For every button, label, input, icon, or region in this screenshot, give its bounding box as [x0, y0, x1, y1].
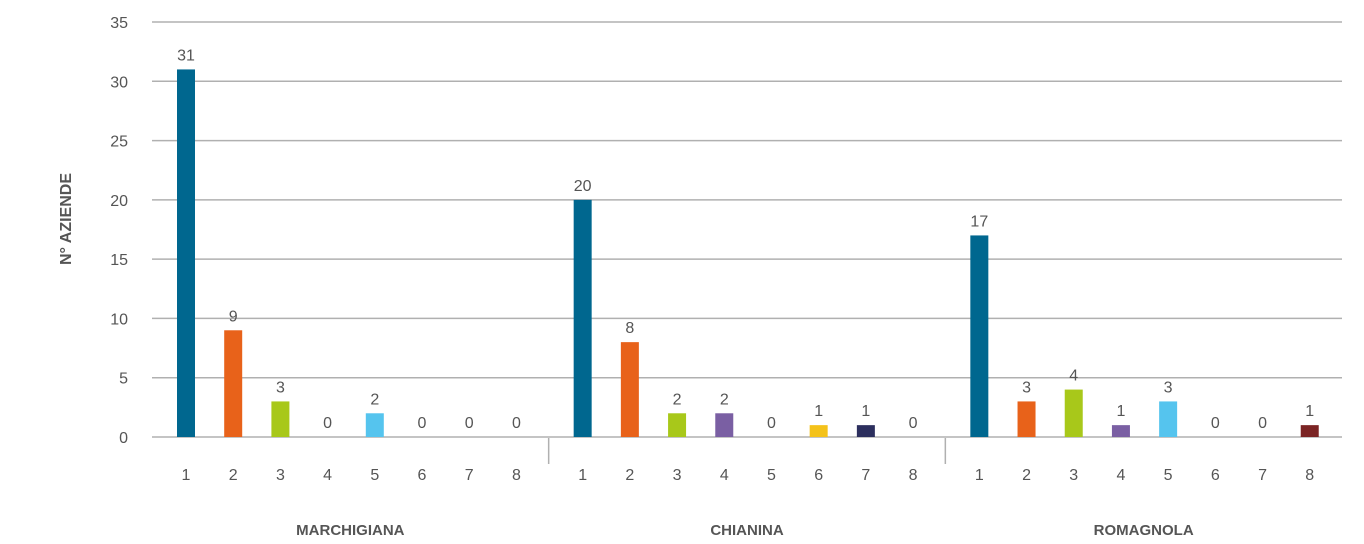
- data-label: 1: [814, 403, 823, 420]
- x-tick-label: 5: [767, 467, 776, 484]
- data-label: 0: [909, 415, 918, 432]
- group-labels: MARCHIGIANA CHIANINA ROMAGNOLA: [296, 522, 1194, 539]
- y-tick-label: 35: [110, 15, 128, 32]
- data-label: 9: [229, 308, 238, 325]
- x-tick-label: 6: [1211, 467, 1220, 484]
- x-tick-label: 4: [1116, 467, 1125, 484]
- data-label: 0: [767, 415, 776, 432]
- bar: [1300, 425, 1319, 437]
- x-tick-label: 6: [814, 467, 823, 484]
- bar: [1111, 425, 1130, 437]
- y-tick-label: 10: [110, 311, 128, 328]
- y-axis-ticks: 0 5 10 15 20 25 30 35: [110, 15, 128, 447]
- x-tick-label: 5: [370, 467, 379, 484]
- x-tick-label: 3: [1069, 467, 1078, 484]
- x-tick-label: 2: [625, 467, 634, 484]
- x-tick-label: 3: [276, 467, 285, 484]
- y-axis-label: N° AZIENDE: [58, 173, 75, 265]
- data-label: 3: [276, 379, 285, 396]
- bar: [620, 342, 639, 437]
- bar: [668, 413, 687, 437]
- y-tick-label: 0: [119, 430, 128, 447]
- bar: [1017, 401, 1036, 437]
- bar: [224, 330, 243, 437]
- data-label: 2: [370, 391, 379, 408]
- bar: [177, 69, 195, 437]
- data-label: 2: [673, 391, 682, 408]
- bar: [365, 413, 384, 437]
- x-tick-label: 6: [418, 467, 427, 484]
- data-label: 20: [574, 178, 592, 195]
- y-tick-label: 30: [110, 74, 128, 91]
- data-label: 1: [1305, 403, 1314, 420]
- bar: [271, 401, 290, 437]
- x-tick-label: 7: [465, 467, 474, 484]
- data-label: 2: [720, 391, 729, 408]
- x-tick-label: 8: [1305, 467, 1314, 484]
- data-label: 1: [1116, 403, 1125, 420]
- data-label: 0: [1211, 415, 1220, 432]
- group-label: MARCHIGIANA: [296, 522, 404, 539]
- bar: [970, 235, 989, 437]
- x-tick-label: 2: [1022, 467, 1031, 484]
- bars: [177, 69, 1319, 437]
- x-tick-label: 1: [975, 467, 984, 484]
- grid-lines: [152, 21, 1342, 438]
- x-tick-label: 8: [909, 467, 918, 484]
- y-tick-label: 15: [110, 252, 128, 269]
- y-tick-label: 25: [110, 134, 128, 151]
- x-tick-label: 1: [578, 467, 587, 484]
- bar: [1159, 401, 1178, 437]
- data-label: 3: [1022, 379, 1031, 396]
- x-tick-label: 1: [182, 467, 191, 484]
- x-tick-label: 7: [861, 467, 870, 484]
- x-tick-label: 4: [323, 467, 332, 484]
- x-tick-label: 7: [1258, 467, 1267, 484]
- data-label: 1: [861, 403, 870, 420]
- x-tick-label: 3: [673, 467, 682, 484]
- data-label: 0: [323, 415, 332, 432]
- x-tick-label: 4: [720, 467, 729, 484]
- x-tick-label: 2: [229, 467, 238, 484]
- bar: [715, 413, 734, 437]
- data-label: 31: [177, 47, 195, 64]
- bar: [809, 425, 828, 437]
- bar: [573, 199, 592, 437]
- data-label: 0: [512, 415, 521, 432]
- data-label: 0: [465, 415, 474, 432]
- data-label: 4: [1069, 368, 1078, 385]
- bar: [856, 425, 875, 437]
- group-label: CHIANINA: [710, 522, 783, 539]
- x-tick-label: 5: [1164, 467, 1173, 484]
- data-label: 17: [970, 213, 988, 230]
- data-label: 8: [625, 320, 634, 337]
- data-label: 0: [418, 415, 427, 432]
- group-separators: [547, 438, 947, 464]
- data-label: 0: [1258, 415, 1267, 432]
- bar: [1064, 389, 1083, 437]
- x-tick-label: 8: [512, 467, 521, 484]
- data-label: 3: [1164, 379, 1173, 396]
- y-tick-label: 5: [119, 371, 128, 388]
- group-label: ROMAGNOLA: [1094, 522, 1194, 539]
- x-axis-ticks: 1 2 3 4 5 6 7 8 1 2 3 4 5 6 7 8 1 2 3 4 5 6 7 8: [182, 467, 1315, 484]
- y-tick-label: 20: [110, 193, 128, 210]
